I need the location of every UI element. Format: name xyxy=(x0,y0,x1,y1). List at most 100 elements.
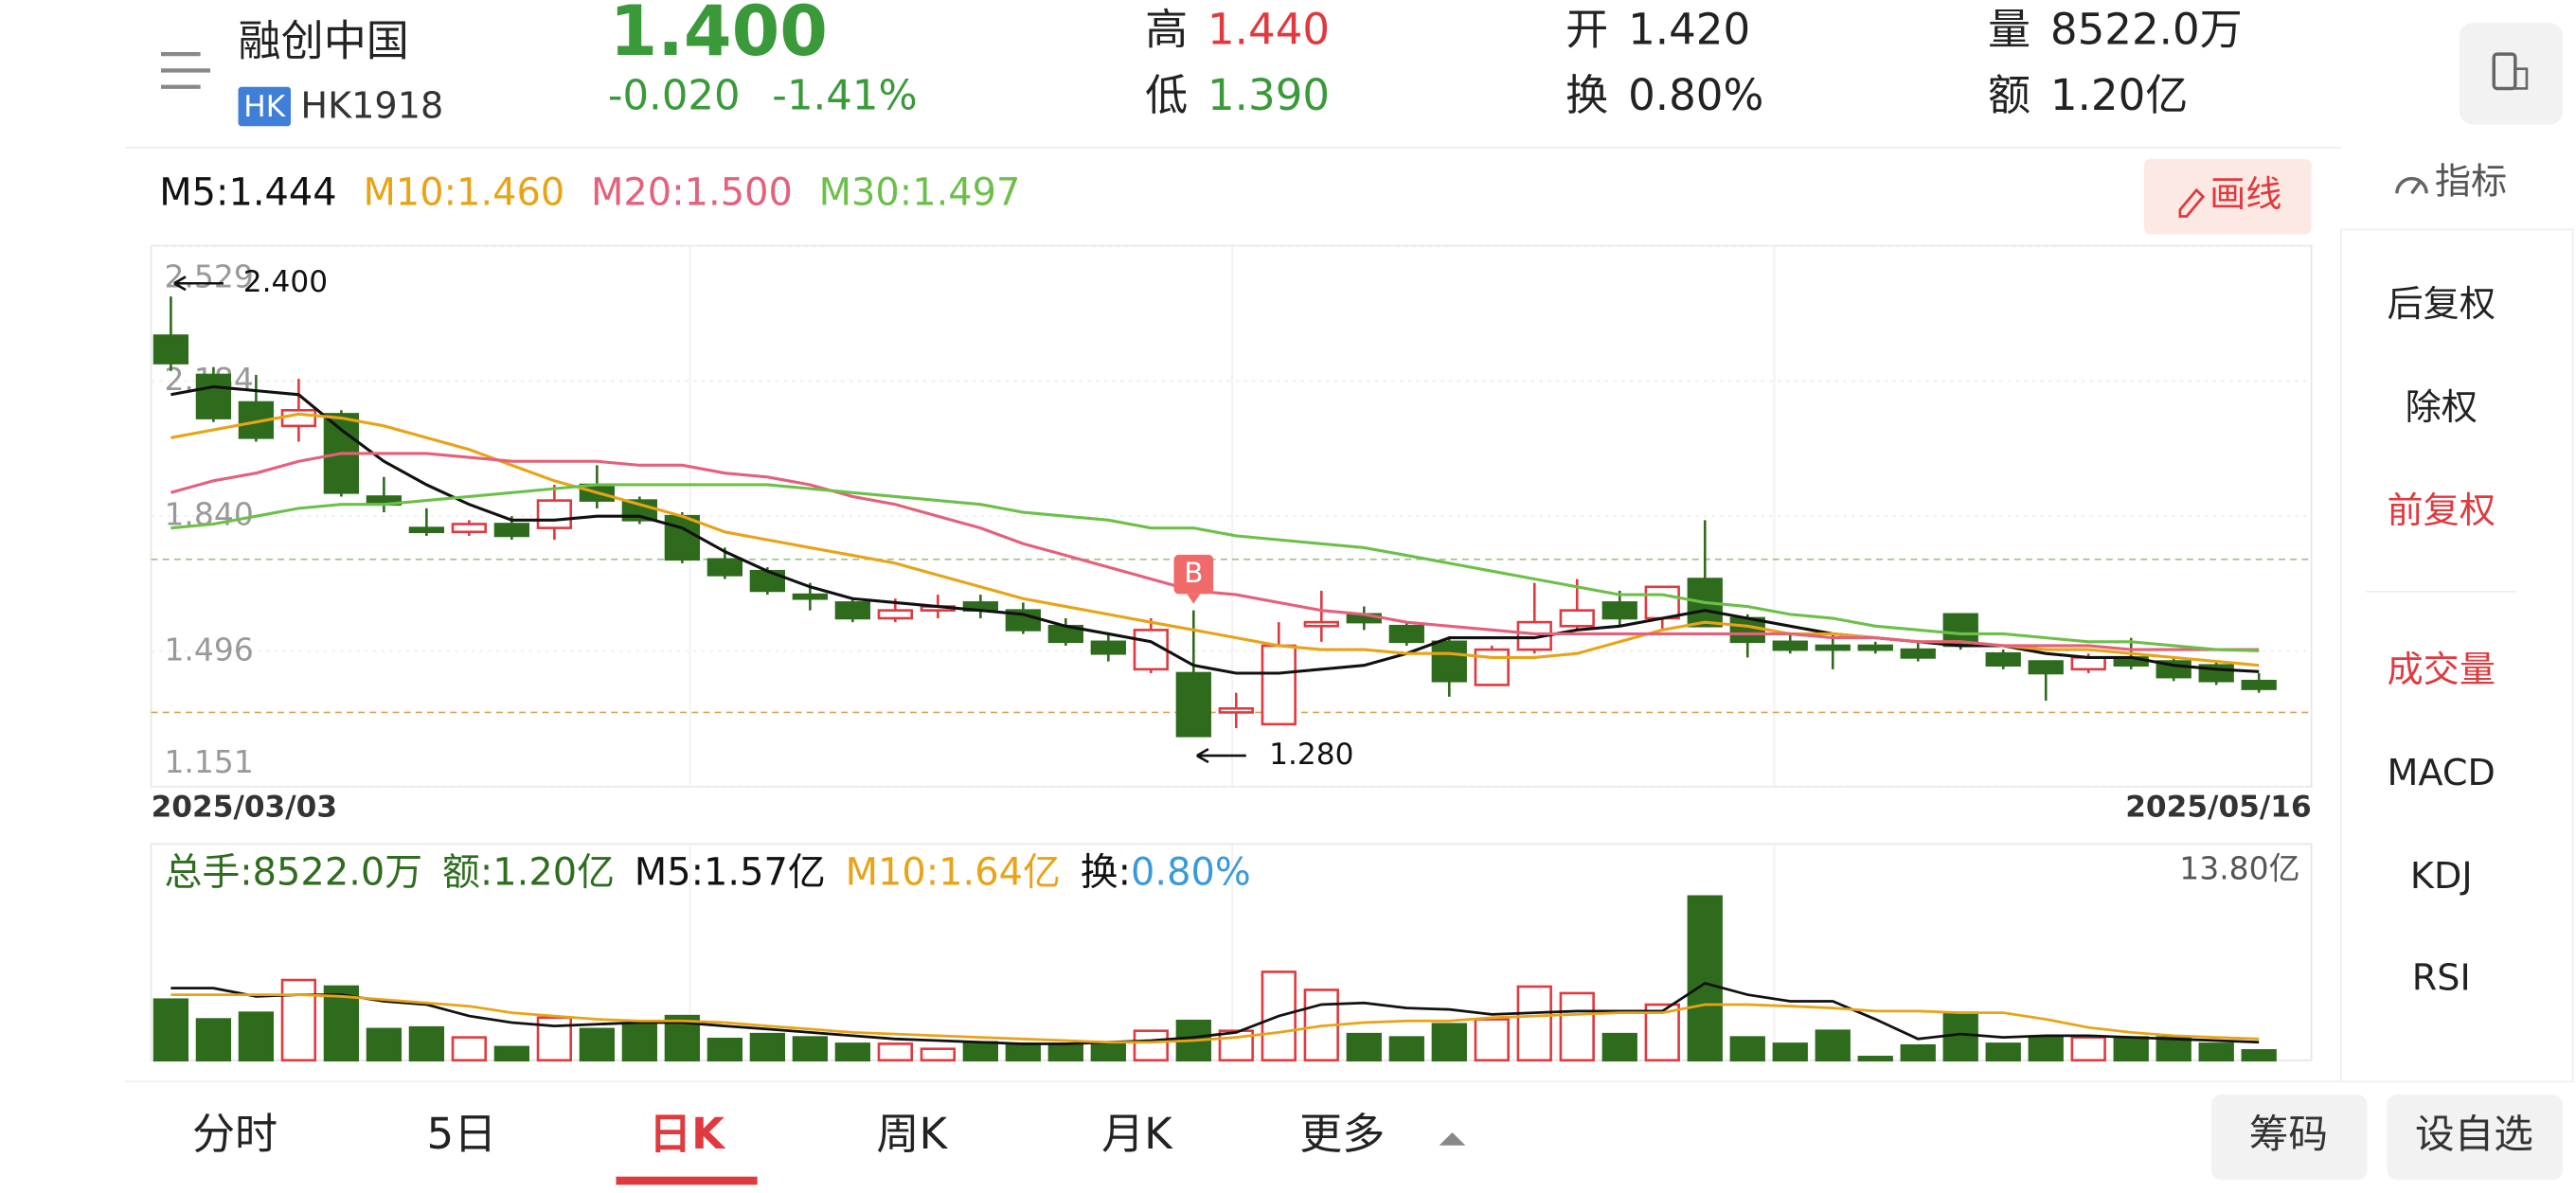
candle-body xyxy=(280,408,317,428)
legend-item: M20:1.500 xyxy=(591,170,793,214)
volume-bar xyxy=(280,978,317,1062)
side-menu-item[interactable]: 前复权 xyxy=(2388,490,2496,531)
stat-value: 1.390 xyxy=(1208,70,1330,120)
candle-body xyxy=(2028,660,2064,675)
candle-body xyxy=(1431,640,1467,683)
tab-underline xyxy=(616,1176,758,1185)
side-menu-item[interactable]: RSI xyxy=(2412,957,2471,999)
candle-body xyxy=(195,373,232,419)
y-tick-label: 13.80亿 xyxy=(2179,850,2299,887)
orientation-button[interactable] xyxy=(2459,23,2564,125)
volume-info: 额:1.20亿 xyxy=(442,851,615,895)
chips-button[interactable]: 筹码 xyxy=(2210,1095,2368,1181)
volume-bar xyxy=(1133,1029,1169,1062)
x-label: 2025/03/03 xyxy=(152,790,338,824)
ma-line xyxy=(170,483,2260,652)
candle-body xyxy=(408,526,445,534)
tab[interactable]: 月K xyxy=(1101,1109,1173,1159)
volume-bar xyxy=(2241,1049,2277,1062)
candle-body xyxy=(493,523,530,538)
button-label: 筹码 xyxy=(2249,1111,2328,1157)
volume-bar xyxy=(1346,1032,1382,1062)
candle-body xyxy=(1175,671,1211,738)
annotation-arrow xyxy=(1196,748,1246,764)
side-menu-item[interactable]: 后复权 xyxy=(2388,283,2496,325)
ma-line xyxy=(170,993,2260,1044)
button-label: 设自选 xyxy=(2415,1111,2533,1157)
candle-body xyxy=(1474,648,1510,686)
candle-body xyxy=(1772,640,1808,651)
candle-body xyxy=(1261,644,1297,726)
price: 1.400 xyxy=(610,0,828,72)
volume-bar xyxy=(2198,1042,2234,1062)
volume-bar xyxy=(323,985,360,1062)
draw-label: 画线 xyxy=(2209,173,2281,215)
side-menu-item[interactable]: KDJ xyxy=(2410,855,2473,897)
stat-value: 1.440 xyxy=(1208,5,1330,55)
annotation-arrow xyxy=(173,276,224,292)
y-tick-label: 2.529 xyxy=(164,258,253,295)
volume-bar xyxy=(2113,1036,2149,1062)
volume-bar xyxy=(1687,895,1723,1062)
volume-bar xyxy=(1047,1042,1083,1062)
menu-icon[interactable] xyxy=(161,51,211,89)
candle-body xyxy=(1985,651,2021,667)
candle-body xyxy=(2070,656,2106,671)
volume-bar xyxy=(238,1011,275,1062)
draw-button[interactable]: 画线 xyxy=(2143,158,2312,235)
volume-bar xyxy=(195,1018,232,1062)
volume-bar xyxy=(1559,991,1595,1062)
stat-label: 开 xyxy=(1565,5,1608,55)
side-menu xyxy=(2340,228,2574,1083)
stat-label: 高 xyxy=(1145,5,1188,55)
y-tick-label: 1.151 xyxy=(164,743,253,780)
candle-body xyxy=(451,523,488,534)
candle-body xyxy=(1218,706,1254,714)
stat-value: 1.420 xyxy=(1628,5,1750,55)
candle-body xyxy=(1388,624,1424,644)
candle-body xyxy=(152,334,189,365)
volume-info: 换: xyxy=(1081,851,1131,895)
legend-item: M30:1.497 xyxy=(819,170,1021,214)
volume-bar xyxy=(1474,1018,1510,1062)
stat-label: 额 xyxy=(1988,70,2030,120)
stat-value: 1.20亿 xyxy=(2050,70,2189,120)
candle-body xyxy=(1090,640,1126,655)
volume-bar xyxy=(707,1037,743,1062)
tab[interactable]: 周K xyxy=(876,1109,948,1159)
tab[interactable]: 5日 xyxy=(427,1109,497,1159)
tab[interactable]: 日K xyxy=(649,1109,726,1159)
volume-bar xyxy=(493,1045,530,1062)
legend-item: M5:1.444 xyxy=(159,170,336,214)
volume-bar xyxy=(962,1041,998,1062)
stat-label: 换 xyxy=(1565,70,1608,120)
indicator-button[interactable]: 指标 xyxy=(2395,160,2507,202)
side-menu-item[interactable]: MACD xyxy=(2388,752,2496,793)
candle-body xyxy=(1133,629,1169,671)
ma-line xyxy=(170,981,2260,1045)
volume-info: M10:1.64亿 xyxy=(846,851,1061,895)
stat-value: 0.80% xyxy=(1628,70,1763,120)
side-menu-item[interactable]: 成交量 xyxy=(2388,649,2496,690)
signal-label: B xyxy=(1184,557,1203,589)
market-badge xyxy=(238,86,292,127)
volume-info: 总手:8522.0万 xyxy=(164,851,422,895)
candle-body xyxy=(1815,644,1851,651)
tab[interactable]: 更多 xyxy=(1299,1109,1385,1159)
volume-bar xyxy=(792,1036,828,1062)
stat-label: 低 xyxy=(1145,70,1188,120)
stat-value: 8522.0万 xyxy=(2050,5,2243,55)
volume-bar xyxy=(1985,1042,2021,1062)
watchlist-button[interactable]: 设自选 xyxy=(2387,1095,2564,1181)
candle-body xyxy=(707,558,743,577)
volume-bar xyxy=(579,1027,616,1062)
volume-bar xyxy=(408,1025,445,1062)
volume-bar xyxy=(152,998,189,1062)
annotation-label: 1.280 xyxy=(1269,738,1353,772)
side-menu-item[interactable]: 除权 xyxy=(2406,386,2478,428)
candle-body xyxy=(1900,648,1936,659)
candle-body xyxy=(1857,644,1893,651)
candle-body xyxy=(1601,601,1637,620)
tab[interactable]: 分时 xyxy=(192,1109,277,1159)
